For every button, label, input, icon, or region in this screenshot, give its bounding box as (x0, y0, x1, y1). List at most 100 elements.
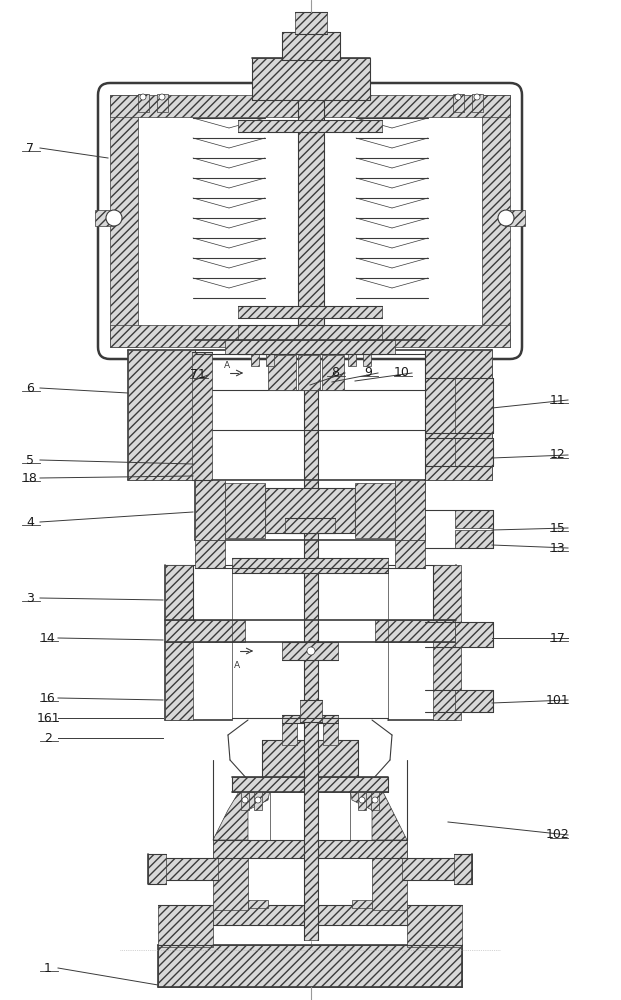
Bar (482, 95, 510, 347)
Bar (402, 858, 462, 880)
Bar (455, 378, 493, 433)
Text: 4: 4 (26, 516, 34, 528)
Circle shape (498, 210, 514, 226)
Bar (158, 945, 462, 987)
Text: 6: 6 (26, 381, 34, 394)
Circle shape (359, 797, 365, 803)
Text: 2: 2 (44, 732, 52, 744)
Bar (138, 94, 149, 112)
Circle shape (255, 797, 261, 803)
Bar (282, 720, 297, 745)
Text: 7: 7 (26, 141, 34, 154)
Bar (266, 354, 274, 366)
Bar (455, 510, 493, 528)
Bar (225, 483, 265, 538)
Circle shape (474, 94, 480, 100)
Text: A: A (234, 660, 240, 670)
Text: 9: 9 (364, 366, 372, 379)
Bar (282, 32, 340, 60)
Text: 16: 16 (40, 692, 56, 704)
Bar (238, 306, 382, 318)
Circle shape (106, 210, 122, 226)
Bar (363, 354, 371, 366)
Bar (254, 792, 262, 810)
Bar (282, 715, 338, 723)
Bar (262, 740, 358, 782)
Bar (158, 858, 218, 880)
Text: 17: 17 (550, 632, 566, 645)
Bar (300, 700, 322, 722)
Bar (455, 530, 493, 548)
Bar (298, 100, 324, 328)
Bar (295, 12, 327, 34)
Bar (322, 355, 344, 390)
Bar (195, 540, 225, 568)
Bar (455, 438, 493, 466)
Bar (375, 620, 455, 642)
Text: 71: 71 (190, 368, 206, 381)
Bar (192, 352, 212, 480)
Bar (110, 325, 510, 347)
Text: 161: 161 (36, 712, 60, 724)
Bar (165, 565, 193, 720)
Bar (248, 900, 268, 908)
Bar (454, 854, 472, 884)
Text: 101: 101 (546, 694, 570, 706)
Text: A: A (224, 360, 230, 369)
Bar (95, 210, 115, 226)
Text: 15: 15 (550, 522, 566, 534)
Bar (298, 355, 320, 390)
Bar (158, 905, 213, 947)
Bar (395, 540, 425, 568)
Bar (232, 777, 388, 792)
Text: 12: 12 (550, 448, 566, 462)
Bar (304, 240, 318, 940)
Bar (282, 642, 338, 660)
Bar (157, 94, 168, 112)
Text: 1: 1 (44, 962, 52, 974)
Circle shape (140, 94, 146, 100)
Bar (323, 720, 338, 745)
Text: 3: 3 (26, 591, 34, 604)
Bar (433, 565, 461, 720)
Text: 10: 10 (394, 366, 410, 379)
Bar (213, 905, 407, 925)
Bar (395, 480, 425, 540)
Bar (195, 480, 225, 540)
Bar (110, 95, 138, 347)
Bar (268, 355, 296, 390)
Polygon shape (213, 780, 270, 840)
Bar (148, 854, 166, 884)
Bar (252, 58, 370, 100)
Bar (455, 690, 493, 712)
Bar (355, 483, 395, 538)
Bar (213, 840, 248, 910)
Bar (352, 900, 372, 908)
Bar (285, 518, 335, 533)
Bar (472, 94, 483, 112)
Bar (425, 350, 492, 480)
Bar (232, 558, 388, 573)
Bar (371, 792, 379, 810)
Bar (128, 350, 195, 480)
Circle shape (242, 797, 248, 803)
Text: 5: 5 (26, 454, 34, 466)
Bar (238, 340, 382, 354)
Bar (213, 840, 407, 858)
Bar (225, 340, 395, 354)
Bar (110, 95, 510, 117)
FancyBboxPatch shape (98, 83, 522, 359)
Circle shape (455, 94, 461, 100)
Bar (238, 325, 382, 343)
Bar (505, 210, 525, 226)
Bar (453, 94, 464, 112)
Text: 13: 13 (550, 542, 566, 554)
Text: 14: 14 (40, 632, 56, 645)
Text: 102: 102 (546, 828, 570, 842)
Circle shape (372, 797, 378, 803)
Bar (265, 488, 355, 533)
Circle shape (159, 94, 165, 100)
Bar (348, 354, 356, 366)
Bar (407, 905, 462, 947)
Text: 8: 8 (331, 366, 339, 379)
